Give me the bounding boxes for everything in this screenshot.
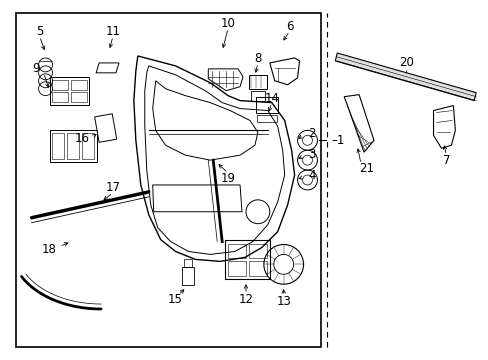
Text: 3: 3 <box>308 148 315 161</box>
Text: 11: 11 <box>105 24 120 38</box>
Bar <box>52 133 64 159</box>
Bar <box>67 133 79 159</box>
Bar <box>250 91 264 100</box>
Bar <box>228 243 245 258</box>
Bar <box>256 114 276 122</box>
Bar <box>248 75 266 89</box>
Text: 7: 7 <box>442 154 449 167</box>
Bar <box>52 80 68 90</box>
Bar <box>224 239 269 279</box>
Bar <box>182 267 194 285</box>
Text: 6: 6 <box>285 20 293 33</box>
Text: 19: 19 <box>220 171 235 185</box>
Bar <box>82 133 94 159</box>
Bar <box>184 260 192 267</box>
Polygon shape <box>335 53 475 100</box>
Text: 4: 4 <box>308 168 315 181</box>
Bar <box>49 77 89 105</box>
Text: 17: 17 <box>105 181 120 194</box>
Text: 15: 15 <box>168 293 183 306</box>
Text: 8: 8 <box>254 53 261 66</box>
Text: 12: 12 <box>238 293 253 306</box>
Text: 14: 14 <box>264 92 279 105</box>
Bar <box>16 13 321 347</box>
Text: 2: 2 <box>308 127 315 140</box>
Bar <box>52 92 68 102</box>
Text: 20: 20 <box>399 57 413 69</box>
Bar <box>255 96 277 113</box>
Bar <box>248 243 266 258</box>
Text: 13: 13 <box>276 294 290 307</box>
Text: 16: 16 <box>74 132 89 145</box>
Bar <box>71 92 87 102</box>
Text: 21: 21 <box>359 162 374 175</box>
Text: –1: –1 <box>331 134 344 147</box>
Bar <box>228 261 245 276</box>
Text: 18: 18 <box>42 243 57 256</box>
Bar <box>95 114 117 142</box>
Text: 9: 9 <box>32 62 40 75</box>
Text: 10: 10 <box>220 17 235 30</box>
Bar <box>71 80 87 90</box>
Bar <box>49 130 97 162</box>
Bar <box>248 261 266 276</box>
Text: 5: 5 <box>36 24 43 38</box>
